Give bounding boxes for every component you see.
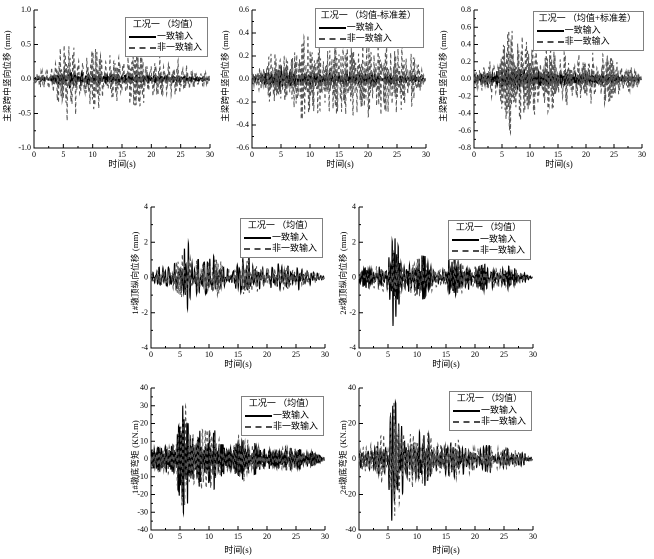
legend-item-nonuniform: 非一致输入: [128, 42, 202, 54]
legend-item-nonuniform: 非一致输入: [318, 33, 418, 45]
legend-item-nonuniform: 非一致输入: [244, 421, 318, 433]
legend-label: 非一致输入: [346, 33, 392, 44]
dashed-line-sample-icon: [452, 421, 480, 424]
legend-label: 一致输入: [271, 231, 308, 242]
legend: 工况一 （均值+标准差） 一致输入 非一致输入: [532, 11, 644, 52]
legend-item-uniform: 一致输入: [318, 21, 418, 34]
solid-line-sample-icon: [451, 238, 479, 241]
legend-title: 工况一 （均值）: [248, 398, 315, 408]
legend-label: 一致输入: [480, 404, 517, 415]
legend-title: 工况一 （均值+标准差）: [538, 13, 636, 23]
legend-label: 非一致输入: [272, 421, 318, 432]
chart-midspan-disp-mean-plus-std: 主梁跨中竖向位移 (mm) 工况一 （均值+标准差） 一致输入 非一致输入 时间…: [436, 0, 654, 172]
y-axis-label: 主梁跨中竖向位移 (mm): [2, 29, 12, 122]
legend-title: 工况一 （均值-标准差）: [320, 10, 416, 20]
legend-item-uniform: 一致输入: [536, 24, 638, 37]
x-axis-label: 时间(s): [432, 359, 460, 369]
legend: 工况一 （均值） 一致输入 非一致输入: [240, 396, 324, 437]
dashed-line-sample-icon: [536, 41, 564, 44]
legend-title: 工况一 （均值）: [247, 220, 314, 230]
solid-line-sample-icon: [536, 29, 564, 32]
legend-item-nonuniform: 非一致输入: [452, 416, 526, 428]
solid-line-sample-icon: [318, 26, 346, 29]
x-axis-label: 时间(s): [224, 545, 252, 555]
chart-pier1-base-moment: 1#墩底弯矩 (KN.m) 工况一 （均值） 一致输入 非一致输入 时间(s): [130, 376, 332, 559]
legend-label: 非一致输入: [271, 243, 317, 254]
dashed-line-sample-icon: [128, 47, 156, 50]
legend: 工况一 （均值） 一致输入 非一致输入: [124, 17, 208, 58]
solid-line-sample-icon: [243, 236, 271, 239]
solid-line-sample-icon: [452, 409, 480, 412]
legend-title: 工况一 （均值）: [456, 393, 523, 403]
legend-item-uniform: 一致输入: [244, 409, 318, 422]
y-axis-label: 2#墩底弯矩 (KN.m): [338, 419, 348, 494]
x-axis-label: 时间(s): [432, 545, 460, 555]
chart-midspan-disp-mean-minus-std: 主梁跨中竖向位移 (mm) 工况一 （均值-标准差） 一致输入 非一致输入 时间…: [218, 0, 434, 172]
legend-title: 工况一 （均值）: [455, 222, 522, 232]
dashed-line-sample-icon: [451, 250, 479, 253]
legend-item-uniform: 一致输入: [128, 30, 202, 43]
legend: 工况一 （均值） 一致输入 非一致输入: [239, 218, 323, 259]
legend-item-nonuniform: 非一致输入: [451, 245, 525, 257]
chart-pier1-top-disp: 1#墩顶纵向位移 (mm) 工况一 （均值） 一致输入 非一致输入 时间(s): [130, 196, 332, 372]
chart-pier2-top-disp: 2#墩顶纵向位移 (mm) 工况一 （均值） 一致输入 非一致输入 时间(s): [338, 196, 540, 372]
x-axis-label: 时间(s): [108, 159, 136, 169]
legend-item-uniform: 一致输入: [243, 231, 317, 244]
y-axis-label: 1#墩底弯矩 (KN.m): [130, 419, 140, 494]
legend: 工况一 （均值-标准差） 一致输入 非一致输入: [314, 8, 424, 49]
y-axis-label: 1#墩顶纵向位移 (mm): [130, 231, 140, 315]
chart-midspan-disp-mean: 主梁跨中竖向位移 (mm) 工况一 （均值） 一致输入 非一致输入 时间(s): [0, 0, 216, 172]
legend-label: 一致输入: [272, 409, 309, 420]
legend-item-nonuniform: 非一致输入: [243, 243, 317, 255]
legend-label: 一致输入: [564, 24, 601, 35]
dashed-line-sample-icon: [318, 38, 346, 41]
legend: 工况一 （均值） 一致输入 非一致输入: [447, 220, 531, 261]
legend-label: 一致输入: [346, 21, 383, 32]
y-axis-label: 主梁跨中竖向位移 (mm): [438, 29, 448, 122]
solid-line-sample-icon: [128, 35, 156, 38]
legend-item-nonuniform: 非一致输入: [536, 36, 638, 48]
x-axis-label: 时间(s): [326, 159, 354, 169]
legend-label: 非一致输入: [479, 245, 525, 256]
y-axis-label: 2#墩顶纵向位移 (mm): [338, 231, 348, 315]
legend-label: 非一致输入: [480, 416, 526, 427]
legend-title: 工况一 （均值）: [132, 19, 199, 29]
legend-item-uniform: 一致输入: [451, 233, 525, 246]
legend-label: 一致输入: [156, 30, 193, 41]
legend: 工况一 （均值） 一致输入 非一致输入: [448, 391, 532, 432]
legend-label: 非一致输入: [156, 42, 202, 53]
solid-line-sample-icon: [244, 414, 272, 417]
dashed-line-sample-icon: [244, 426, 272, 429]
x-axis-label: 时间(s): [545, 159, 573, 169]
dashed-line-sample-icon: [243, 248, 271, 251]
x-axis-label: 时间(s): [224, 359, 252, 369]
legend-item-uniform: 一致输入: [452, 404, 526, 417]
legend-label: 一致输入: [479, 233, 516, 244]
y-axis-label: 主梁跨中竖向位移 (mm): [220, 29, 230, 122]
chart-pier2-base-moment: 2#墩底弯矩 (KN.m) 工况一 （均值） 一致输入 非一致输入 时间(s): [338, 376, 540, 559]
legend-label: 非一致输入: [564, 36, 610, 47]
